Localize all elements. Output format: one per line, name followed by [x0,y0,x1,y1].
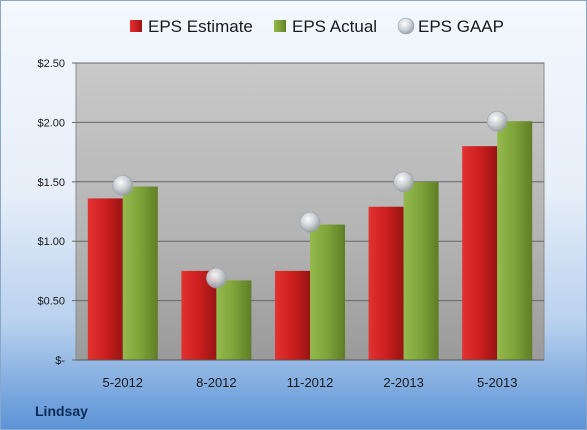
point-eps-gaap [112,175,134,196]
company-name: Lindsay [35,403,88,419]
plot-area: $- $0.50 $1.00 $1.50 $2.00 $2.50 5-2012 8-2012 1… [37,58,545,390]
x-tick-label: 2-2013 [383,375,423,390]
x-tick-label: 8-2012 [196,375,236,390]
bar-eps-estimate [87,198,123,360]
bar-eps-actual [122,186,158,360]
y-tick-label: $1.00 [37,236,65,248]
bar-eps-actual [403,181,439,360]
legend-swatch-eps-actual [274,20,286,32]
y-tick-label: $1.50 [37,177,65,189]
bar-eps-estimate [368,206,404,360]
y-tick-label: $2.00 [37,117,65,129]
legend-swatch-eps-gaap [397,17,415,35]
x-tick-label: 5-2013 [477,375,517,390]
point-eps-gaap [393,171,414,193]
y-tick-label: $2.50 [37,58,65,70]
bar-eps-actual [497,121,533,360]
legend: EPS Estimate EPS Actual EPS GAAP [130,17,504,36]
legend-label: EPS Actual [292,17,377,36]
point-eps-gaap [486,110,508,132]
point-eps-gaap [299,211,321,233]
x-tick-label: 5-2012 [103,375,143,390]
legend-label: EPS GAAP [418,17,504,36]
bar-eps-estimate [462,146,498,360]
y-tick-label: $- [55,355,65,367]
bar-eps-actual [310,224,345,360]
y-tick-label: $0.50 [37,296,65,308]
bar-eps-actual [216,280,252,360]
legend-label: EPS Estimate [148,17,253,36]
point-eps-gaap [206,267,227,289]
x-tick-label: 11-2012 [287,375,334,390]
bar-eps-estimate [275,270,310,360]
legend-swatch-eps-estimate [130,20,142,32]
